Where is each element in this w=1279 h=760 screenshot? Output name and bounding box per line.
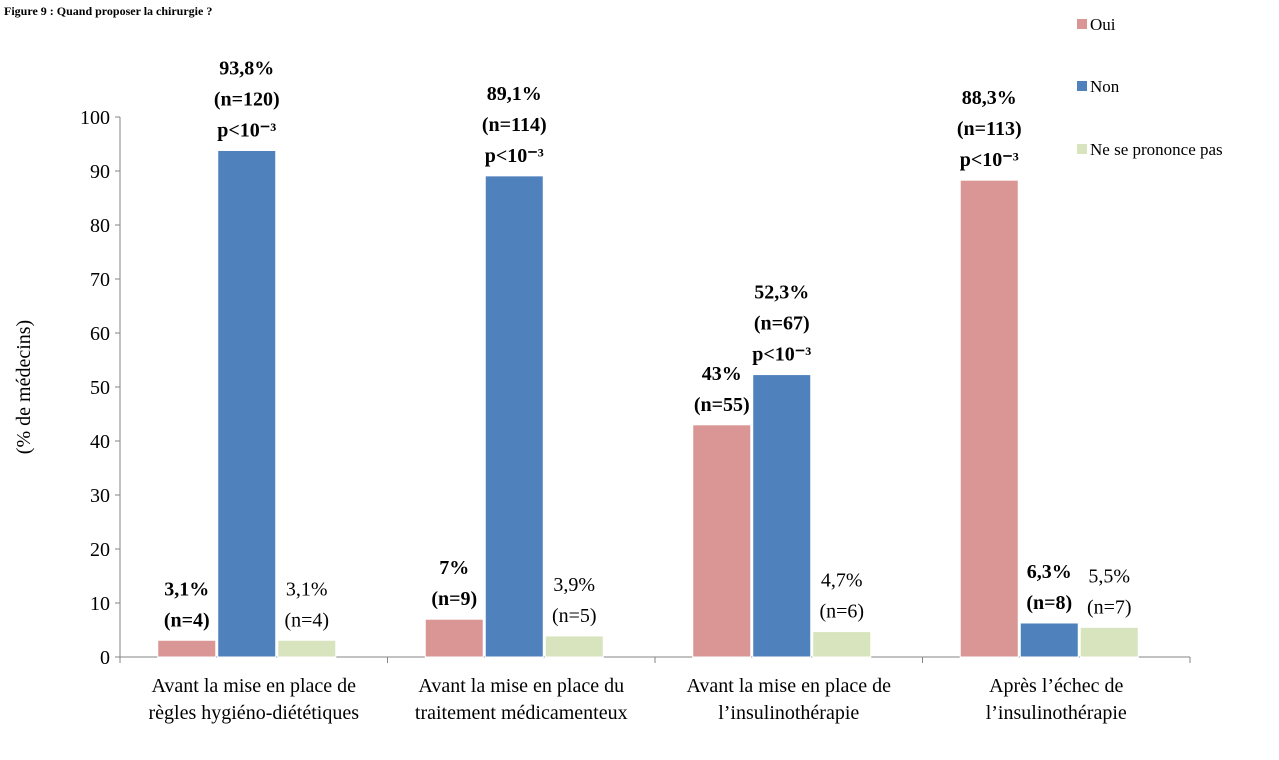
y-tick-label: 70 [90, 269, 110, 291]
legend-label: Ne se prononce pas [1090, 140, 1223, 159]
y-tick-label: 100 [80, 107, 110, 129]
x-tick-label: Avant la mise en place de règles hygiéno-… [149, 675, 360, 724]
data-label: 89,1% [487, 83, 542, 105]
y-tick-label: 10 [90, 593, 110, 615]
bar [217, 149, 277, 658]
y-tick-label: 80 [90, 215, 110, 237]
y-tick-label: 60 [90, 323, 110, 345]
x-tick-label: Avant la mise en place du traitement médi… [415, 675, 628, 724]
bar [752, 374, 812, 658]
bar [424, 618, 484, 658]
data-label: p<10⁻³ [217, 119, 276, 141]
legend-swatch [1077, 81, 1087, 91]
data-label: p<10⁻³ [960, 149, 1019, 171]
data-label: 3,1% [286, 578, 328, 600]
data-label: 4,7% [821, 570, 863, 592]
y-axis-label: (% de médecins) [13, 320, 35, 454]
bar [157, 639, 217, 658]
data-label: 6,3% [1027, 561, 1072, 583]
bar [812, 631, 872, 658]
legend-swatch [1077, 144, 1087, 154]
legend-swatch [1077, 19, 1087, 29]
data-label: 43% [702, 363, 742, 385]
data-label: (n=8) [1026, 592, 1072, 614]
legend-label: Non [1090, 77, 1120, 96]
data-label: (n=4) [164, 609, 210, 631]
data-label: (n=113) [957, 118, 1022, 140]
bar [1079, 626, 1139, 658]
data-label: 88,3% [962, 87, 1017, 109]
data-label: (n=67) [754, 313, 810, 335]
y-tick-label: 30 [90, 485, 110, 507]
data-label: (n=5) [552, 605, 597, 627]
data-label: 3,1% [164, 578, 209, 600]
data-label: (n=120) [214, 88, 280, 110]
data-label: 5,5% [1088, 565, 1130, 587]
y-tick-label: 0 [100, 647, 110, 669]
data-label: (n=114) [482, 114, 547, 136]
y-tick-label: 20 [90, 539, 110, 561]
data-label: (n=9) [431, 588, 477, 610]
x-tick-label: Après l’échec de l’insulinothérapie [986, 675, 1127, 724]
data-label: p<10⁻³ [485, 145, 544, 167]
data-label: 7% [439, 557, 469, 579]
data-label: (n=6) [819, 601, 864, 623]
data-label: 3,9% [553, 574, 595, 596]
x-tick-label: Avant la mise en place de l’insulinothéra… [686, 675, 891, 724]
bar [484, 175, 544, 658]
data-label: 93,8% [219, 57, 274, 79]
bar [692, 424, 752, 658]
legend-label: Oui [1090, 15, 1116, 34]
bar [1019, 622, 1079, 658]
data-label: p<10⁻³ [752, 344, 811, 366]
data-label: 52,3% [754, 282, 809, 304]
bar [277, 639, 337, 658]
bar [544, 635, 604, 658]
y-tick-label: 90 [90, 161, 110, 183]
data-label: (n=55) [694, 394, 750, 416]
y-tick-label: 40 [90, 431, 110, 453]
bar [959, 179, 1019, 658]
chart-title: Figure 9 : Quand proposer la chirurgie ? [4, 4, 212, 18]
data-label: (n=7) [1087, 596, 1132, 618]
y-tick-label: 50 [90, 377, 110, 399]
data-label: (n=4) [284, 609, 329, 631]
